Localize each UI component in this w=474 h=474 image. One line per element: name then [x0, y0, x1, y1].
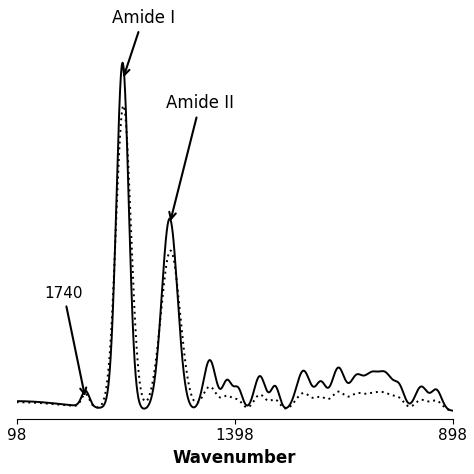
Text: 1740: 1740	[45, 286, 86, 394]
Text: Amide I: Amide I	[112, 9, 175, 75]
X-axis label: Wavenumber: Wavenumber	[173, 449, 296, 467]
Text: Amide II: Amide II	[166, 94, 234, 219]
